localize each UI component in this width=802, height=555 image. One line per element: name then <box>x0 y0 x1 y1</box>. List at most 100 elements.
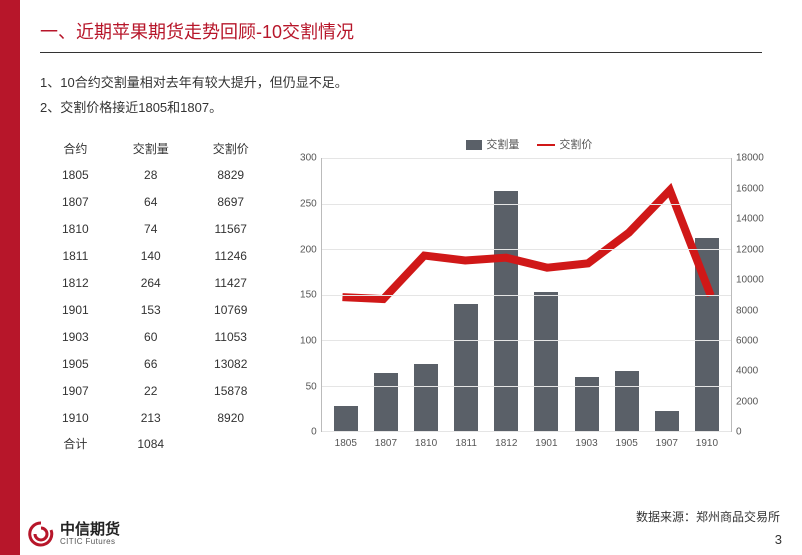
grid-line <box>322 386 731 387</box>
table-cell: 213 <box>111 404 191 431</box>
table-cell: 1805 <box>40 161 111 188</box>
table-cell: 8829 <box>191 161 271 188</box>
footer: 中信期货 CITIC Futures 3 <box>28 521 782 547</box>
table-cell: 153 <box>111 296 191 323</box>
table-cell: 合计 <box>40 431 111 456</box>
y-left-tick: 200 <box>287 244 317 255</box>
table-cell: 28 <box>111 161 191 188</box>
table-cell: 13082 <box>191 350 271 377</box>
table-row: 181226411427 <box>40 269 271 296</box>
table-cell: 11427 <box>191 269 271 296</box>
legend-line: 交割价 <box>537 136 592 152</box>
table-header-row: 合约 交割量 交割价 <box>40 136 271 161</box>
table-row: 19072215878 <box>40 377 271 404</box>
y-right-tick: 0 <box>736 427 772 438</box>
x-tick-label: 1810 <box>415 438 437 449</box>
grid-line <box>322 249 731 250</box>
bar <box>494 191 518 431</box>
logo-text: 中信期货 CITIC Futures <box>60 522 120 546</box>
y-right-tick: 4000 <box>736 366 772 377</box>
table-row: 1807648697 <box>40 188 271 215</box>
bar <box>534 292 558 431</box>
x-tick-label: 1905 <box>616 438 638 449</box>
brand-accent-bar <box>0 0 20 555</box>
page-number: 3 <box>775 532 782 547</box>
y-right-tick: 14000 <box>736 214 772 225</box>
table-cell: 11567 <box>191 215 271 242</box>
chart: 交割量 交割价 18051807181018111812190119031905… <box>287 136 772 456</box>
table-cell: 1905 <box>40 350 111 377</box>
y-left-tick: 50 <box>287 381 317 392</box>
x-tick-label: 1812 <box>495 438 517 449</box>
y-right-tick: 8000 <box>736 305 772 316</box>
table-cell: 1907 <box>40 377 111 404</box>
y-right-tick: 16000 <box>736 183 772 194</box>
x-tick-label: 1805 <box>335 438 357 449</box>
table-row: 19102138920 <box>40 404 271 431</box>
y-left-tick: 0 <box>287 427 317 438</box>
table-cell: 1811 <box>40 242 111 269</box>
x-tick-label: 1903 <box>575 438 597 449</box>
logo-cn: 中信期货 <box>60 522 120 538</box>
table-cell: 15878 <box>191 377 271 404</box>
logo-icon <box>28 521 54 547</box>
brand-logo: 中信期货 CITIC Futures <box>28 521 120 547</box>
table-cell: 74 <box>111 215 191 242</box>
y-right-tick: 18000 <box>736 153 772 164</box>
x-tick-label: 1907 <box>656 438 678 449</box>
grid-line <box>322 431 731 432</box>
table-cell: 66 <box>111 350 191 377</box>
table-cell: 64 <box>111 188 191 215</box>
table-cell: 140 <box>111 242 191 269</box>
y-left-tick: 250 <box>287 199 317 210</box>
table-cell: 22 <box>111 377 191 404</box>
y-left-tick: 100 <box>287 336 317 347</box>
grid-line <box>322 340 731 341</box>
bar <box>695 238 719 432</box>
header: 一、近期苹果期货走势回顾-10交割情况 <box>0 0 802 53</box>
table-cell: 1812 <box>40 269 111 296</box>
table-footer-row: 合计 1084 <box>40 431 271 456</box>
page-title: 一、近期苹果期货走势回顾-10交割情况 <box>40 18 762 52</box>
table-row: 181114011246 <box>40 242 271 269</box>
bullet-item: 2、交割价格接近1805和1807。 <box>40 96 802 121</box>
y-right-tick: 6000 <box>736 336 772 347</box>
plot-area: 1805180718101811181219011903190519071910 <box>321 158 732 432</box>
bar <box>454 304 478 431</box>
grid-line <box>322 158 731 159</box>
table-row: 18107411567 <box>40 215 271 242</box>
legend-bar: 交割量 <box>466 136 519 152</box>
grid-line <box>322 204 731 205</box>
bar <box>334 406 358 431</box>
table-cell: 1910 <box>40 404 111 431</box>
x-tick-label: 1811 <box>455 438 477 449</box>
bar <box>374 373 398 431</box>
table-cell: 11053 <box>191 323 271 350</box>
data-table: 合约 交割量 交割价 18052888291807648697181074115… <box>40 136 271 456</box>
y-right-tick: 2000 <box>736 396 772 407</box>
y-right-tick: 12000 <box>736 244 772 255</box>
table-cell: 8697 <box>191 188 271 215</box>
table-cell: 8920 <box>191 404 271 431</box>
table-header: 交割价 <box>191 136 271 161</box>
content-row: 合约 交割量 交割价 18052888291807648697181074115… <box>0 120 802 456</box>
title-divider <box>40 52 762 53</box>
table-row: 190115310769 <box>40 296 271 323</box>
table-cell: 1810 <box>40 215 111 242</box>
table-cell: 60 <box>111 323 191 350</box>
y-left-tick: 150 <box>287 290 317 301</box>
table-cell: 1084 <box>111 431 191 456</box>
table-cell: 10769 <box>191 296 271 323</box>
y-right-tick: 10000 <box>736 275 772 286</box>
grid-line <box>322 295 731 296</box>
bullet-list: 1、10合约交割量相对去年有较大提升，但仍显不足。 2、交割价格接近1805和1… <box>0 71 802 120</box>
x-tick-label: 1901 <box>535 438 557 449</box>
table-cell: 1903 <box>40 323 111 350</box>
bar <box>615 371 639 431</box>
table-header: 交割量 <box>111 136 191 161</box>
x-tick-label: 1807 <box>375 438 397 449</box>
table-cell: 264 <box>111 269 191 296</box>
logo-en: CITIC Futures <box>60 538 120 546</box>
table-cell <box>191 431 271 456</box>
table-cell: 1901 <box>40 296 111 323</box>
